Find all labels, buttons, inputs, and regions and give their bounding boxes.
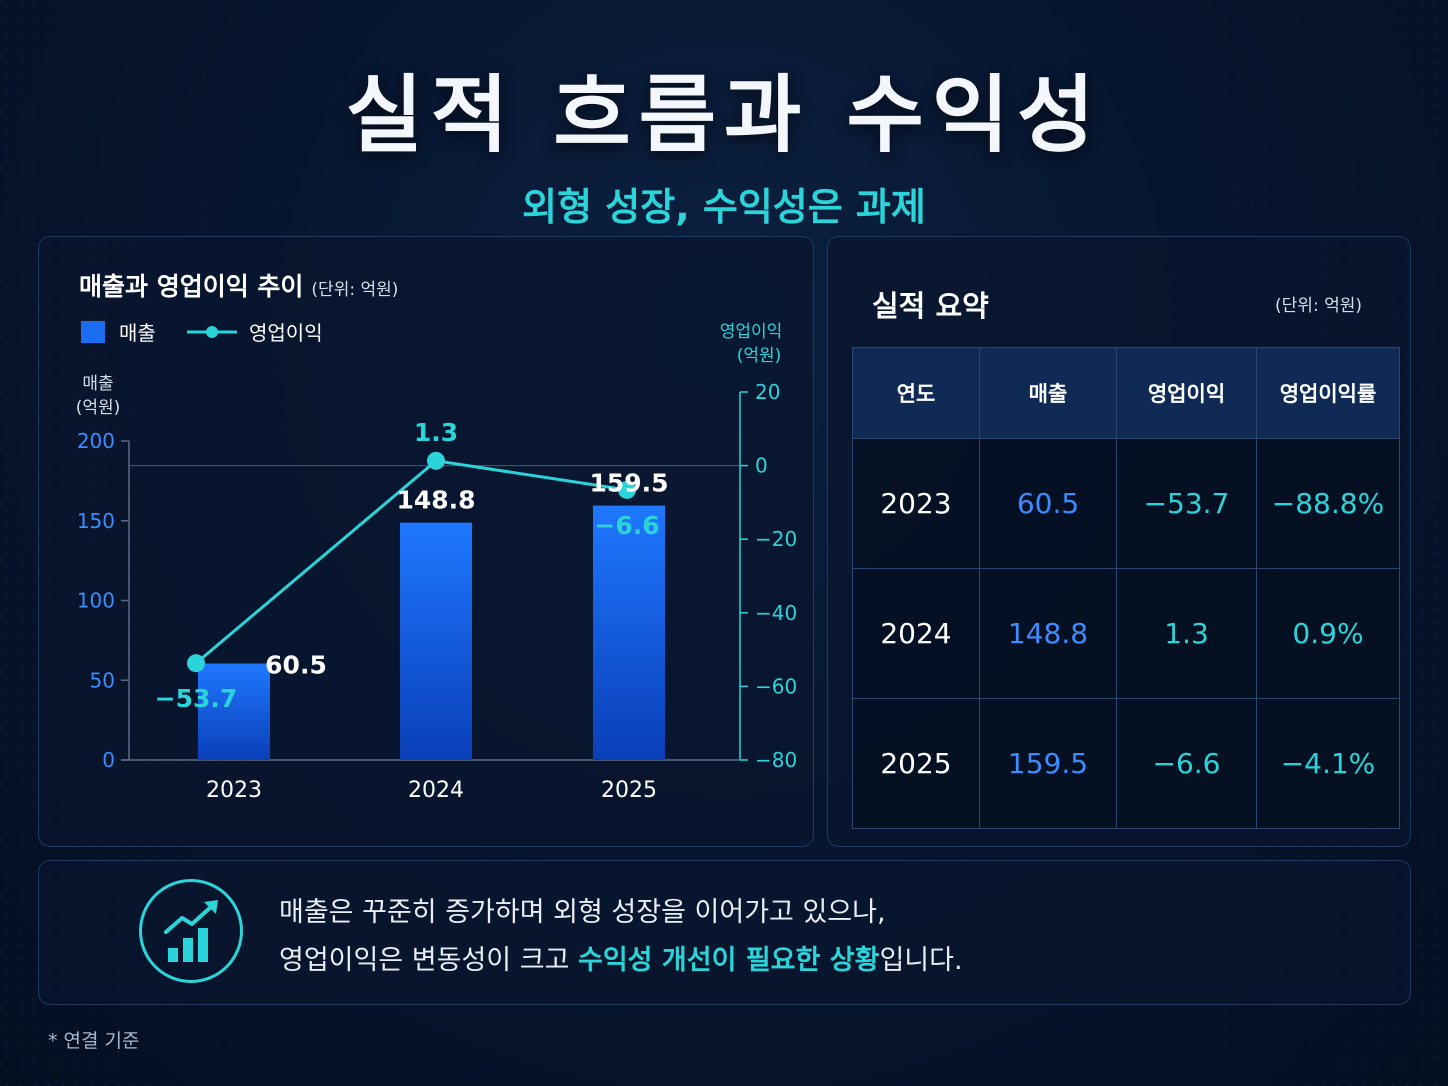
header-operating-margin: 영업이익률 xyxy=(1256,347,1400,439)
cell-year: 2024 xyxy=(852,568,980,699)
right-tick-label: 0 xyxy=(755,454,768,478)
x-tick-label: 2025 xyxy=(601,778,657,803)
cell-operating-margin: 0.9% xyxy=(1256,568,1400,699)
chart-title-text: 매출과 영업이익 추이 xyxy=(79,272,304,301)
summary-table: 연도 매출 영업이익 영업이익률 2023 60.5 −53.7 −88.8% … xyxy=(852,347,1400,829)
cell-year: 2025 xyxy=(852,698,980,829)
operating-profit-point xyxy=(618,480,636,499)
cell-year: 2023 xyxy=(852,438,980,569)
insight-highlight: 수익성 개선이 필요한 상황 xyxy=(578,945,880,976)
page-subtitle: 외형 성장, 수익성은 과제 xyxy=(522,185,926,229)
cell-revenue: 60.5 xyxy=(979,438,1117,569)
header-operating-profit: 영업이익 xyxy=(1116,347,1257,439)
summary-unit: (단위: 억원) xyxy=(1275,296,1362,316)
right-axis-title-line2: (억원) xyxy=(737,346,782,366)
right-axis-title-line1: 영업이익 xyxy=(720,322,783,342)
revenue-data-label: 159.5 xyxy=(589,469,668,498)
cell-operating-profit: −6.6 xyxy=(1116,698,1257,829)
insight-panel: 매출은 꾸준히 증가하며 외형 성장을 이어가고 있으나, 영업이익은 변동성이… xyxy=(38,860,1411,1005)
revenue-data-label: 148.8 xyxy=(396,486,475,515)
right-tick-label: −20 xyxy=(755,527,797,551)
cell-operating-margin: −88.8% xyxy=(1256,438,1400,569)
insight-line-2-suffix: 입니다. xyxy=(879,945,963,976)
cell-operating-profit: 1.3 xyxy=(1116,568,1257,699)
revenue-bar xyxy=(198,663,270,760)
summary-panel: 실적 요약 (단위: 억원) 연도 매출 영업이익 영업이익률 2023 60.… xyxy=(827,236,1411,847)
insight-text: 매출은 꾸준히 증가하며 외형 성장을 이어가고 있으나, 영업이익은 변동성이… xyxy=(279,889,963,985)
header-revenue: 매출 xyxy=(979,347,1117,439)
table-row: 2024 148.8 1.3 0.9% xyxy=(852,568,1400,699)
legend-bar-swatch xyxy=(81,321,105,343)
legend-bar-label: 매출 xyxy=(119,321,156,345)
right-tick-label: −60 xyxy=(755,674,797,698)
revenue-bar xyxy=(400,522,472,760)
operating-profit-data-label: −6.6 xyxy=(594,511,659,540)
operating-profit-data-label: −53.7 xyxy=(155,684,238,713)
chart-unit: (단위: 억원) xyxy=(311,280,399,300)
right-tick-label: 20 xyxy=(755,380,780,404)
revenue-bar xyxy=(593,505,665,760)
operating-profit-point xyxy=(427,451,445,470)
header-year: 연도 xyxy=(852,347,980,439)
left-tick-label: 0 xyxy=(102,748,115,772)
footnote: * 연결 기준 xyxy=(48,1030,140,1052)
left-tick-label: 150 xyxy=(77,509,115,533)
summary-title: 실적 요약 xyxy=(872,289,989,323)
table-row: 2023 60.5 −53.7 −88.8% xyxy=(852,438,1400,569)
legend-line-marker xyxy=(206,326,218,338)
left-axis-title-line1: 매출 xyxy=(82,374,113,394)
page-title: 실적 흐름과 수익성 xyxy=(345,66,1103,164)
left-axis-title-line2: (억원) xyxy=(76,398,121,418)
chart-title: 매출과 영업이익 추이 (단위: 억원) xyxy=(79,267,398,303)
insight-line-1: 매출은 꾸준히 증가하며 외형 성장을 이어가고 있으나, xyxy=(279,897,886,928)
x-tick-label: 2024 xyxy=(408,778,464,803)
right-tick-label: −80 xyxy=(755,748,797,772)
left-tick-label: 50 xyxy=(90,668,115,692)
chart-panel: 매출 영업이익 매출 (억원) 영업이익 (억원) 0 50 100 150 200 −… xyxy=(38,236,814,847)
legend-line-label: 영업이익 xyxy=(249,321,323,345)
operating-profit-data-label: 1.3 xyxy=(414,418,458,447)
table-header-row: 연도 매출 영업이익 영업이익률 xyxy=(852,347,1400,439)
insight-line-2-prefix: 영업이익은 변동성이 크고 xyxy=(279,945,578,976)
bar-chart-growth-icon xyxy=(139,879,243,983)
cell-operating-margin: −4.1% xyxy=(1256,698,1400,829)
insight-line-2: 영업이익은 변동성이 크고 수익성 개선이 필요한 상황입니다. xyxy=(279,937,963,985)
cell-revenue: 159.5 xyxy=(979,698,1117,829)
cell-revenue: 148.8 xyxy=(979,568,1117,699)
table-row: 2025 159.5 −6.6 −4.1% xyxy=(852,698,1400,829)
operating-profit-point xyxy=(187,654,205,673)
left-tick-label: 200 xyxy=(77,429,115,453)
revenue-data-label: 60.5 xyxy=(265,651,327,680)
left-tick-label: 100 xyxy=(77,589,115,613)
right-tick-label: −40 xyxy=(755,601,797,625)
cell-operating-profit: −53.7 xyxy=(1116,438,1257,569)
x-tick-label: 2023 xyxy=(206,778,262,803)
